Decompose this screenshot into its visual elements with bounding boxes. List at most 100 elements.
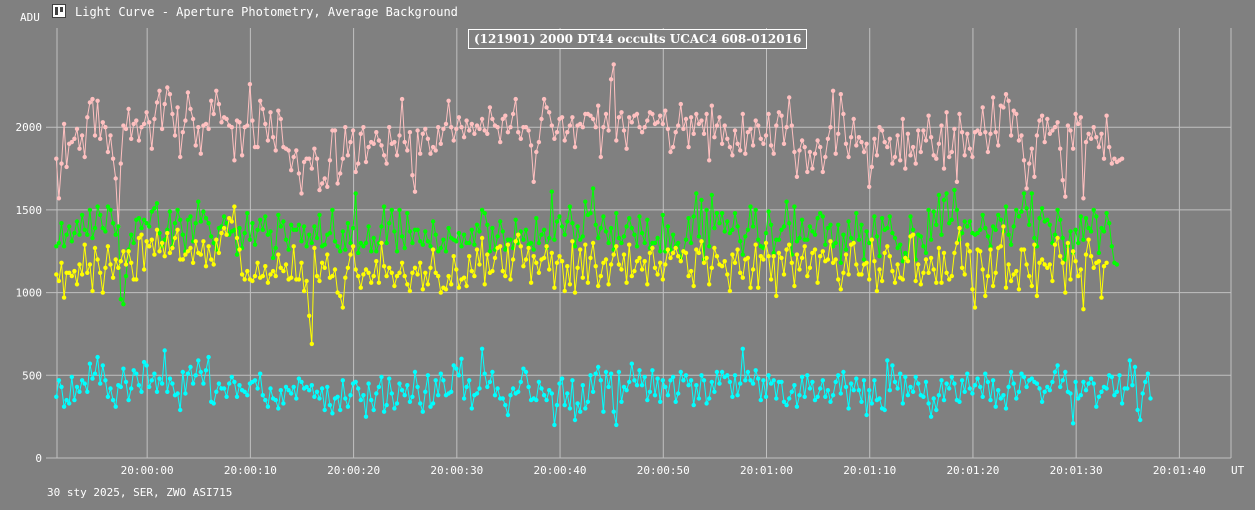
data-point [397, 133, 402, 138]
data-point [281, 268, 286, 274]
data-point [98, 212, 103, 218]
data-point [201, 239, 206, 244]
data-point [410, 394, 415, 399]
data-point [487, 379, 493, 385]
data-point [892, 379, 898, 385]
data-point [825, 257, 831, 262]
data-point [658, 260, 663, 265]
data-point [294, 396, 299, 401]
data-point [500, 396, 505, 401]
data-point [296, 277, 302, 282]
data-point [559, 224, 565, 229]
data-point [505, 412, 511, 418]
data-point [438, 371, 443, 376]
data-point [443, 287, 449, 292]
data-point [704, 111, 709, 117]
data-point [343, 396, 348, 401]
data-point [415, 227, 420, 232]
data-point [69, 374, 75, 380]
light-curve-app-icon[interactable] [52, 4, 66, 18]
data-point [379, 374, 384, 380]
data-point [877, 254, 882, 259]
data-point [139, 125, 144, 130]
data-point [823, 394, 828, 399]
data-point [570, 378, 575, 383]
data-point [278, 116, 283, 122]
data-point [1145, 371, 1151, 376]
data-point [898, 158, 903, 163]
data-point [1101, 229, 1107, 234]
data-point [815, 280, 820, 285]
data-point [423, 270, 428, 275]
data-point [614, 211, 619, 216]
data-point [69, 273, 75, 279]
data-point [1052, 125, 1058, 130]
data-point [85, 115, 90, 120]
data-point [601, 214, 606, 219]
data-point [694, 191, 699, 196]
data-point [273, 245, 278, 251]
data-point [371, 273, 376, 279]
data-point [761, 257, 766, 262]
data-point [72, 397, 77, 403]
data-point [180, 257, 185, 262]
data-point [250, 118, 255, 123]
data-point [420, 409, 425, 414]
data-point [843, 141, 849, 146]
data-point [843, 252, 849, 257]
data-point [312, 224, 317, 229]
data-point [461, 396, 467, 401]
data-point [281, 219, 286, 224]
data-point [180, 232, 185, 237]
data-point [738, 148, 743, 153]
data-point [892, 235, 898, 241]
data-point [338, 407, 343, 413]
data-point [485, 131, 490, 136]
data-point [1112, 393, 1117, 398]
data-point [696, 121, 702, 127]
data-point [178, 407, 183, 413]
data-point [438, 245, 443, 251]
data-point [962, 272, 967, 277]
data-point [789, 260, 794, 265]
data-point [567, 123, 573, 128]
x-axis-label: UT [1231, 464, 1245, 477]
data-point [291, 154, 296, 160]
data-point [327, 158, 333, 163]
data-point [616, 369, 622, 375]
data-point [877, 396, 882, 401]
data-point [227, 216, 232, 221]
data-point [309, 341, 314, 347]
x-tick-label: 20:00:00 [121, 464, 174, 477]
data-point [482, 282, 487, 287]
data-point [356, 273, 361, 279]
data-point [1034, 293, 1040, 299]
data-point [910, 389, 916, 394]
data-point [144, 239, 149, 244]
data-point [498, 219, 503, 224]
data-point [1078, 393, 1084, 398]
data-point [936, 245, 942, 251]
data-point [554, 260, 560, 265]
data-point [1055, 120, 1060, 125]
data-point [665, 224, 671, 229]
data-point [430, 247, 436, 252]
data-point [779, 255, 784, 261]
data-point [110, 397, 116, 403]
data-point [898, 242, 903, 247]
data-point [719, 369, 725, 375]
data-point [1109, 374, 1115, 380]
data-point [879, 128, 885, 133]
data-point [299, 239, 304, 244]
data-point [309, 166, 314, 171]
data-point [477, 229, 482, 234]
data-point [479, 346, 485, 351]
data-point [1045, 116, 1050, 122]
data-point [719, 211, 725, 216]
data-point [193, 221, 198, 226]
data-point [1029, 283, 1035, 289]
data-point [1114, 262, 1120, 267]
data-point [959, 130, 965, 135]
data-point [763, 394, 769, 399]
